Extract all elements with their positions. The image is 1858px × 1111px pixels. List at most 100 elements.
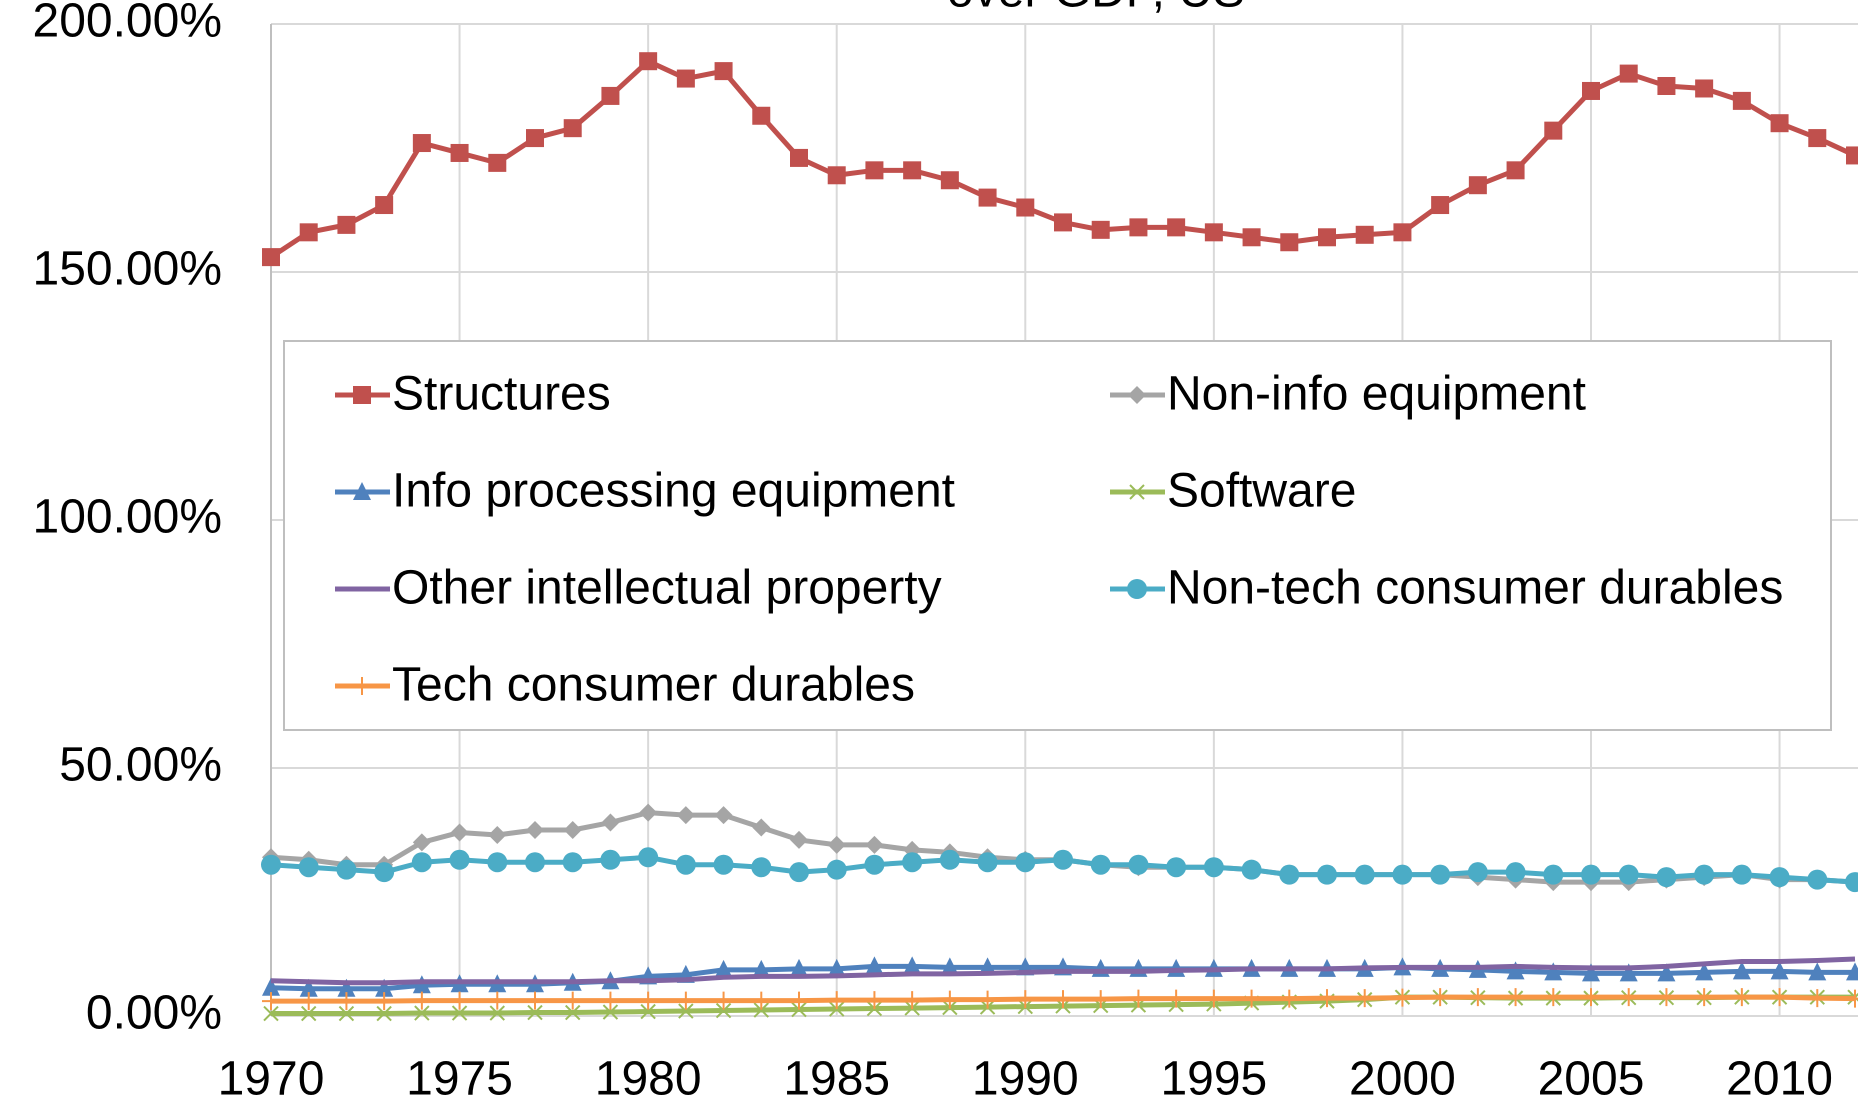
marker <box>526 129 544 148</box>
marker <box>1354 864 1375 885</box>
marker <box>261 854 281 875</box>
marker <box>1846 962 1858 981</box>
marker <box>563 821 582 839</box>
marker <box>714 991 733 1010</box>
marker <box>865 956 884 975</box>
marker <box>1695 988 1714 1007</box>
marker <box>940 957 959 976</box>
marker <box>1431 988 1450 1007</box>
marker <box>1468 988 1487 1007</box>
marker <box>1544 121 1563 140</box>
marker <box>450 143 469 162</box>
marker <box>790 148 808 167</box>
marker <box>714 62 733 81</box>
marker <box>1732 91 1751 110</box>
marker <box>1128 386 1146 404</box>
marker <box>488 991 507 1010</box>
marker <box>338 1005 355 1022</box>
marker <box>903 956 922 975</box>
marker <box>1015 852 1036 873</box>
marker <box>1845 872 1858 893</box>
marker <box>1053 849 1073 870</box>
x-tick-label: 1985 <box>783 1053 890 1106</box>
marker <box>752 106 771 125</box>
marker <box>412 833 431 852</box>
marker <box>1166 857 1187 878</box>
marker <box>1090 854 1111 875</box>
y-tick-label: 0.00% <box>86 987 222 1040</box>
marker <box>301 1005 317 1022</box>
marker <box>902 852 923 873</box>
marker <box>978 188 997 207</box>
marker <box>1431 196 1450 215</box>
marker <box>414 1005 430 1021</box>
legend-label: Tech consumer durables <box>392 659 915 712</box>
marker <box>753 1002 769 1018</box>
marker <box>1619 988 1638 1007</box>
marker <box>563 991 582 1010</box>
marker <box>1016 990 1035 1009</box>
marker <box>1618 864 1639 885</box>
marker <box>1091 990 1110 1009</box>
legend-label: Non-tech consumer durables <box>1167 562 1783 615</box>
marker <box>939 849 960 870</box>
marker <box>1016 198 1035 217</box>
x-tick-label: 1975 <box>406 1053 513 1106</box>
marker <box>1657 963 1676 982</box>
marker <box>337 215 356 234</box>
marker <box>903 991 922 1010</box>
x-tick-label: 2010 <box>1726 1053 1833 1106</box>
legend-label: Structures <box>392 368 611 421</box>
series-line <box>270 810 1856 885</box>
marker <box>1695 79 1714 98</box>
marker <box>1769 867 1790 888</box>
marker <box>489 1005 505 1021</box>
marker <box>1732 988 1751 1007</box>
marker <box>1619 963 1638 982</box>
x-tick-label: 1990 <box>972 1053 1079 1106</box>
marker <box>1506 961 1525 980</box>
marker <box>1582 988 1600 1007</box>
marker <box>353 482 371 500</box>
x-tick-label: 1980 <box>595 1053 702 1106</box>
marker <box>714 959 733 978</box>
marker <box>1808 962 1827 981</box>
marker <box>1846 146 1858 165</box>
marker <box>353 386 371 404</box>
marker <box>676 991 695 1010</box>
marker <box>1242 989 1261 1008</box>
marker <box>1506 161 1525 180</box>
x-tick-label: 2000 <box>1349 1053 1456 1106</box>
marker <box>715 1002 732 1019</box>
marker <box>375 978 394 997</box>
marker <box>752 991 771 1010</box>
marker <box>565 1004 581 1021</box>
legend-label: Other intellectual property <box>392 562 942 615</box>
marker <box>1167 989 1186 1008</box>
marker <box>353 677 371 695</box>
marker <box>1129 218 1148 237</box>
marker <box>527 1004 543 1021</box>
legend: Structures Non-info equipment Info process… <box>283 340 1832 731</box>
marker <box>337 992 356 1011</box>
marker <box>487 852 508 873</box>
marker <box>1468 176 1487 195</box>
marker <box>262 248 280 267</box>
marker <box>563 119 582 138</box>
marker <box>1619 64 1638 83</box>
marker <box>678 1003 694 1019</box>
marker <box>1317 864 1337 885</box>
marker <box>1280 233 1299 252</box>
marker <box>1506 988 1525 1007</box>
marker <box>789 862 809 883</box>
marker <box>1695 962 1714 981</box>
marker <box>412 991 431 1010</box>
marker <box>1129 484 1145 500</box>
marker <box>451 1005 468 1021</box>
marker <box>1770 114 1789 133</box>
marker <box>1167 218 1186 237</box>
marker <box>1280 989 1299 1008</box>
x-tick-label: 1995 <box>1160 1053 1267 1106</box>
marker <box>1203 857 1224 878</box>
marker <box>1694 864 1715 885</box>
